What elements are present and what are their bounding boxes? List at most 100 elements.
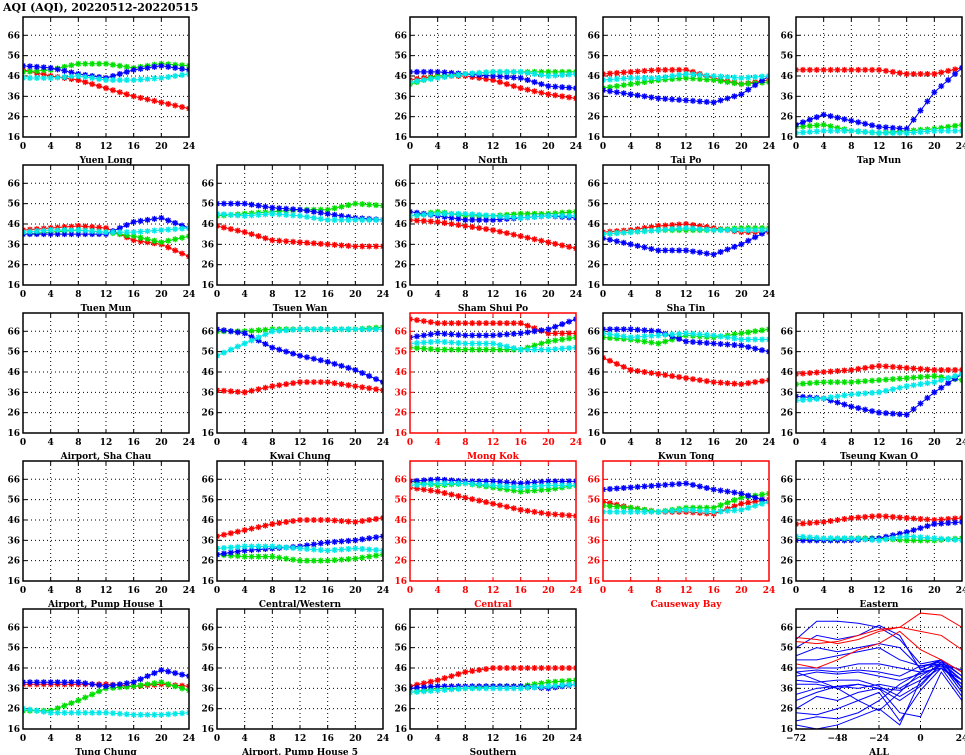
data-point-cyan [745,504,752,511]
panel-label: Central/Western [259,600,342,610]
y-tick-label: 16 [394,133,407,143]
data-point-red [490,320,496,327]
plot-frame [795,608,963,730]
y-tick-label: 36 [780,684,793,694]
data-point-blue [172,670,179,677]
data-point-cyan [538,71,545,78]
data-point-blue [676,480,683,487]
data-point-green [503,486,510,493]
data-point-blue [552,478,559,485]
data-point-cyan [834,127,841,134]
data-point-blue [662,95,669,102]
data-point-cyan [469,685,476,692]
data-point-red [945,67,952,74]
data-point-cyan [130,711,137,718]
data-point-blue [434,330,441,337]
data-point-red [96,83,103,90]
data-point-blue [545,478,552,485]
data-point-blue [172,219,179,226]
data-point-red [738,381,745,388]
x-tick-label: −72 [786,734,806,744]
data-point-cyan [683,70,689,77]
x-tick-label: 4 [242,586,248,596]
data-point-cyan [283,327,290,334]
data-point-blue [269,344,276,351]
data-point-red [945,366,952,373]
data-point-red [455,493,462,500]
data-point-cyan [40,708,47,715]
data-point-red [483,499,490,506]
data-point-cyan [26,706,33,713]
y-tick-label: 66 [780,475,793,485]
data-point-blue [234,329,241,336]
data-point-blue [448,69,455,76]
data-point-cyan [938,535,945,542]
data-point-cyan [896,129,903,136]
data-point-cyan [869,389,876,396]
data-point-cyan [427,338,434,345]
data-point-red [496,228,503,235]
data-point-red [290,380,297,387]
data-point-blue [717,341,724,348]
data-point-cyan [47,227,54,234]
data-point-cyan [324,326,331,333]
data-point-red [889,68,896,75]
data-point-cyan [655,227,662,234]
panel-label: ALL [868,748,889,755]
data-point-red [938,516,945,523]
x-tick-label: 24 [377,586,390,596]
data-point-cyan [483,340,490,347]
y-tick-label: 36 [394,92,407,102]
data-point-cyan [123,77,130,84]
data-point-red [827,66,834,73]
data-point-cyan [33,228,40,235]
data-point-red [40,71,47,78]
x-tick-label: 0 [793,142,799,152]
y-tick-label: 66 [780,623,793,633]
data-point-blue [834,399,841,406]
data-point-red [799,66,806,73]
data-point-cyan [517,484,524,491]
x-tick-label: 12 [100,586,113,596]
data-point-cyan [717,227,724,234]
data-point-cyan [476,69,483,76]
data-point-blue [931,389,938,396]
x-tick-label: 20 [542,438,555,448]
data-point-blue [290,206,297,213]
data-point-cyan [248,337,255,344]
data-point-green [606,334,613,341]
data-point-cyan [290,544,297,551]
y-tick-label: 16 [587,429,600,439]
data-point-green [40,67,47,74]
data-point-green [910,537,917,544]
data-point-cyan [483,69,490,76]
y-tick-label: 46 [587,72,600,82]
data-point-cyan [676,225,683,232]
y-tick-label: 16 [587,577,600,587]
plot-frame [409,608,577,730]
data-point-cyan [33,707,40,714]
y-tick-label: 26 [7,557,20,567]
x-tick-label: 12 [294,734,307,744]
y-tick-label: 26 [201,409,214,419]
data-point-green [490,346,496,353]
data-point-green [806,122,813,129]
data-point-green [366,201,373,208]
data-point-blue [517,480,524,487]
data-point-green [566,209,573,216]
data-point-cyan [552,482,559,489]
data-point-cyan [469,211,476,218]
y-tick-label: 36 [587,92,600,102]
panel-label: Sham Shui Po [458,304,528,314]
data-point-blue [869,408,876,415]
data-point-cyan [413,78,420,85]
data-point-blue [841,401,848,408]
x-tick-label: 24 [763,290,776,300]
data-point-red [655,223,662,230]
data-point-cyan [82,227,89,234]
data-point-cyan [889,535,896,542]
y-tick-label: 56 [201,200,214,210]
data-point-cyan [234,343,241,350]
data-point-blue [896,125,903,132]
